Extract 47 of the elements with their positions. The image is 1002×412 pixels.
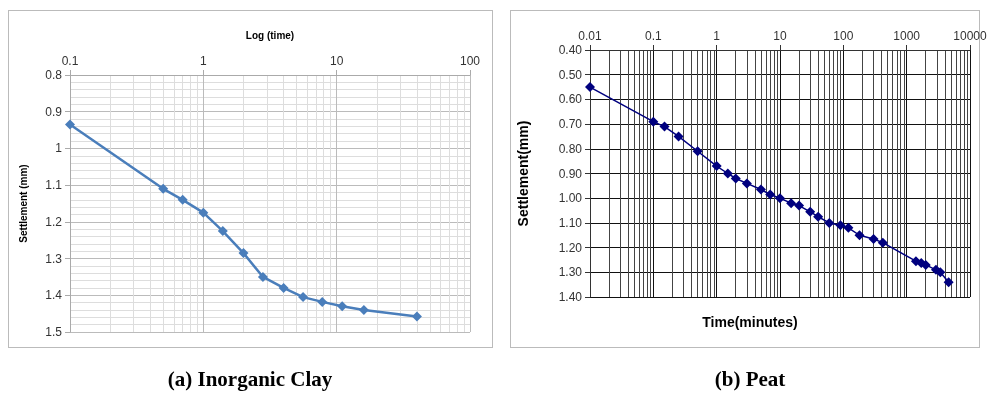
point <box>337 301 348 312</box>
y-tick-label: 1.40 <box>558 290 583 304</box>
x-tick-label: 10 <box>773 29 787 43</box>
y-tick-label: 0.60 <box>558 92 583 107</box>
x-axis-title: Log (time) <box>245 29 295 41</box>
point <box>177 194 188 205</box>
point <box>238 248 249 259</box>
y-axis-title: Settlement (mm) <box>17 164 29 243</box>
y-tick-label: 0.9 <box>45 104 63 119</box>
x-tick-label: 1 <box>713 29 721 43</box>
x-tick-label: 100 <box>833 29 854 43</box>
y-tick-label: 1.20 <box>558 240 583 255</box>
y-axis-title: Settlement(mm) <box>515 120 531 227</box>
y-tick-label: 0.80 <box>558 141 583 156</box>
x-axis-title: Time(minutes) <box>702 314 798 330</box>
y-tick-label: 1.4 <box>45 288 63 303</box>
y-tick-label: 0.90 <box>558 166 583 181</box>
point <box>358 304 369 315</box>
y-tick-label: 0.50 <box>558 67 583 82</box>
x-tick-label: 10000 <box>953 29 988 43</box>
point <box>217 226 228 237</box>
x-tick-label: 1000 <box>893 29 921 43</box>
point <box>158 183 169 194</box>
y-tick-label: 1.00 <box>558 191 583 206</box>
point <box>317 296 328 307</box>
y-tick-label: 0.40 <box>558 43 583 57</box>
text: (b) Peat <box>714 366 786 391</box>
y-tick-label: 1.5 <box>45 325 63 339</box>
x-tick-label: 0.1 <box>644 29 662 43</box>
x-tick-label: 1 <box>199 54 207 68</box>
x-tick-label: 0.1 <box>61 54 79 68</box>
y-tick-label: 1.1 <box>45 178 63 193</box>
x-tick-label: 10 <box>329 54 344 68</box>
y-tick-label: 0.8 <box>45 68 63 82</box>
point <box>198 207 209 218</box>
x-tick-label: 100 <box>459 54 481 68</box>
point <box>257 271 268 282</box>
y-tick-label: 1 <box>55 141 63 156</box>
y-tick-label: 1.30 <box>558 265 583 280</box>
y-tick-label: 1.10 <box>558 215 583 230</box>
y-tick-label: 1.3 <box>45 251 63 266</box>
x-tick-label: 0.01 <box>578 29 602 43</box>
text: (a) Inorganic Clay <box>167 366 333 391</box>
point <box>298 292 309 303</box>
y-tick-label: 1.2 <box>45 214 63 229</box>
y-tick-label: 0.70 <box>558 117 583 132</box>
point <box>278 282 289 293</box>
